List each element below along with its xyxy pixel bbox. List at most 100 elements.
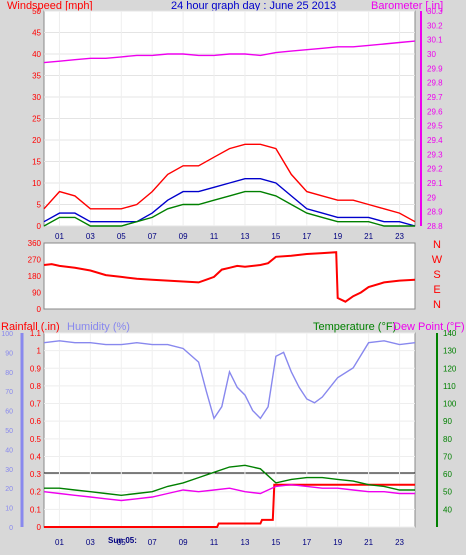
- climate-plot-area: [43, 332, 416, 528]
- humidity-axis-label: Humidity (%): [67, 321, 130, 333]
- temperature-tick-label: 80: [443, 435, 452, 444]
- rain-tick-label: 0.4: [30, 452, 42, 461]
- barometer-tick-label: 30.2: [427, 21, 443, 30]
- hour-tick-label: 17: [302, 232, 311, 241]
- hour-tick-label: 21: [364, 232, 373, 241]
- rain-tick-label: 0.9: [30, 364, 42, 373]
- wind-hour-ticks: 01 03 05 07 09 11 13 15 17 19 21 23: [55, 232, 405, 241]
- windspeed-tick-label: 35: [32, 72, 41, 81]
- direction-tick-label: 0: [37, 305, 42, 314]
- climate-hour-ticks: 01 03 05 07 09 11 13 15 17 19 21 23: [55, 538, 405, 547]
- compass-label: W: [432, 254, 443, 266]
- barometer-tick-label: 29.7: [427, 93, 443, 102]
- hour-tick-label: 11: [210, 538, 219, 547]
- windspeed-tick-label: 50: [32, 7, 41, 16]
- windspeed-axis-label: Windspeed [mph]: [7, 0, 93, 12]
- temperature-tick-label: 130: [443, 347, 457, 356]
- temperature-tick-label: 110: [443, 382, 456, 391]
- barometer-tick-label: 29.1: [427, 179, 443, 188]
- barometer-tick-label: 29.6: [427, 107, 443, 116]
- barometer-tick-label: 29.9: [427, 64, 443, 73]
- barometer-tick-label: 29: [427, 193, 436, 202]
- barometer-ticks: 28.8 28.9 29 29.1 29.2 29.3 29.4 29.5 29.6 29.7 29…: [420, 7, 443, 231]
- humidity-tick-label: 50: [5, 428, 13, 435]
- hour-tick-label: 05: [117, 232, 126, 241]
- hour-tick-label: 01: [55, 538, 64, 547]
- rain-tick-label: 0.2: [30, 488, 42, 497]
- rain-tick-label: 1: [37, 347, 42, 356]
- humidity-tick-label: 0: [9, 525, 13, 532]
- barometer-tick-label: 30.1: [427, 36, 443, 45]
- series-temperature: [44, 464, 415, 497]
- climate-grid: [44, 332, 415, 528]
- windspeed-tick-label: 10: [32, 179, 41, 188]
- humidity-ticks: 0 10 20 30 40 50 60 70 80 90 100: [1, 331, 13, 532]
- hour-tick-label: 07: [148, 232, 157, 241]
- series-dew-point: [43, 483, 415, 502]
- dewpoint-axis-label: Dew Point (°F): [393, 321, 465, 333]
- rain-tick-label: 0.1: [30, 505, 42, 514]
- wind-series: [43, 40, 416, 227]
- humidity-tick-label: 80: [5, 370, 13, 377]
- direction-tick-label: 180: [28, 272, 42, 281]
- humidity-tick-label: 70: [5, 389, 13, 396]
- hour-tick-label: 09: [179, 538, 188, 547]
- series-barometer: [43, 40, 416, 64]
- direction-tick-label: 90: [32, 289, 41, 298]
- temperature-tick-label: 120: [443, 364, 457, 373]
- hour-tick-label: 21: [364, 538, 373, 547]
- barometer-tick-label: 29.4: [427, 136, 443, 145]
- direction-ticks: 0 90 180 270 360: [28, 239, 42, 314]
- windspeed-tick-label: 45: [32, 29, 41, 38]
- humidity-tick-label: 90: [5, 350, 13, 357]
- compass-label: S: [433, 269, 440, 281]
- hour-tick-label: 03: [86, 232, 95, 241]
- humidity-tick-label: 10: [5, 506, 13, 513]
- windspeed-tick-label: 25: [32, 115, 41, 124]
- windspeed-tick-label: 40: [32, 50, 41, 59]
- hour-tick-label: 15: [271, 232, 280, 241]
- temperature-tick-label: 70: [443, 452, 452, 461]
- hour-tick-label: 05: [117, 538, 126, 547]
- series-wind-gust: [43, 143, 416, 223]
- barometer-tick-label: 30.3: [427, 7, 443, 16]
- hour-tick-label: 23: [395, 538, 404, 547]
- humidity-tick-label: 30: [5, 467, 13, 474]
- hour-tick-label: 13: [241, 538, 250, 547]
- hour-tick-label: 23: [395, 232, 404, 241]
- temperature-tick-label: 60: [443, 470, 452, 479]
- hour-tick-label: 01: [55, 232, 64, 241]
- barometer-tick-label: 29.3: [427, 150, 443, 159]
- rain-humidity-temp-panel: Rainfall (.in) Humidity (%) Temperature …: [1, 321, 465, 547]
- hour-tick-label: 09: [179, 232, 188, 241]
- rain-tick-label: 0: [37, 523, 42, 532]
- barometer-tick-label: 28.8: [427, 222, 443, 231]
- temperature-axis-label: Temperature (°F): [313, 321, 396, 333]
- temperature-tick-label: 50: [443, 488, 452, 497]
- temperature-tick-label: 100: [443, 400, 457, 409]
- hour-tick-label: 03: [86, 538, 95, 547]
- rain-tick-label: 0.5: [30, 435, 42, 444]
- hour-tick-label: 19: [333, 232, 342, 241]
- compass-label: N: [433, 299, 441, 311]
- graph-title: 24 hour graph day : June 25 2013: [171, 0, 336, 12]
- windspeed-tick-label: 5: [37, 201, 42, 210]
- temperature-tick-label: 40: [443, 505, 452, 514]
- humidity-tick-label: 60: [5, 409, 13, 416]
- windspeed-tick-label: 30: [32, 93, 41, 102]
- barometer-tick-label: 28.9: [427, 208, 443, 217]
- series-wind-average: [43, 190, 415, 227]
- humidity-tick-label: 100: [1, 331, 13, 338]
- windspeed-ticks: 0 5 10 15 20 25 30 35 40 45 50: [32, 7, 41, 231]
- barometer-tick-label: 29.2: [427, 165, 443, 174]
- direction-tick-label: 270: [28, 256, 42, 265]
- barometer-axis-label: Barometer [.in]: [371, 0, 443, 12]
- rain-tick-label: 1.1: [30, 329, 42, 338]
- hour-tick-label: 19: [333, 538, 342, 547]
- temperature-tick-label: 140: [443, 329, 457, 338]
- windspeed-tick-label: 20: [32, 136, 41, 145]
- direction-plot-area: [43, 242, 416, 310]
